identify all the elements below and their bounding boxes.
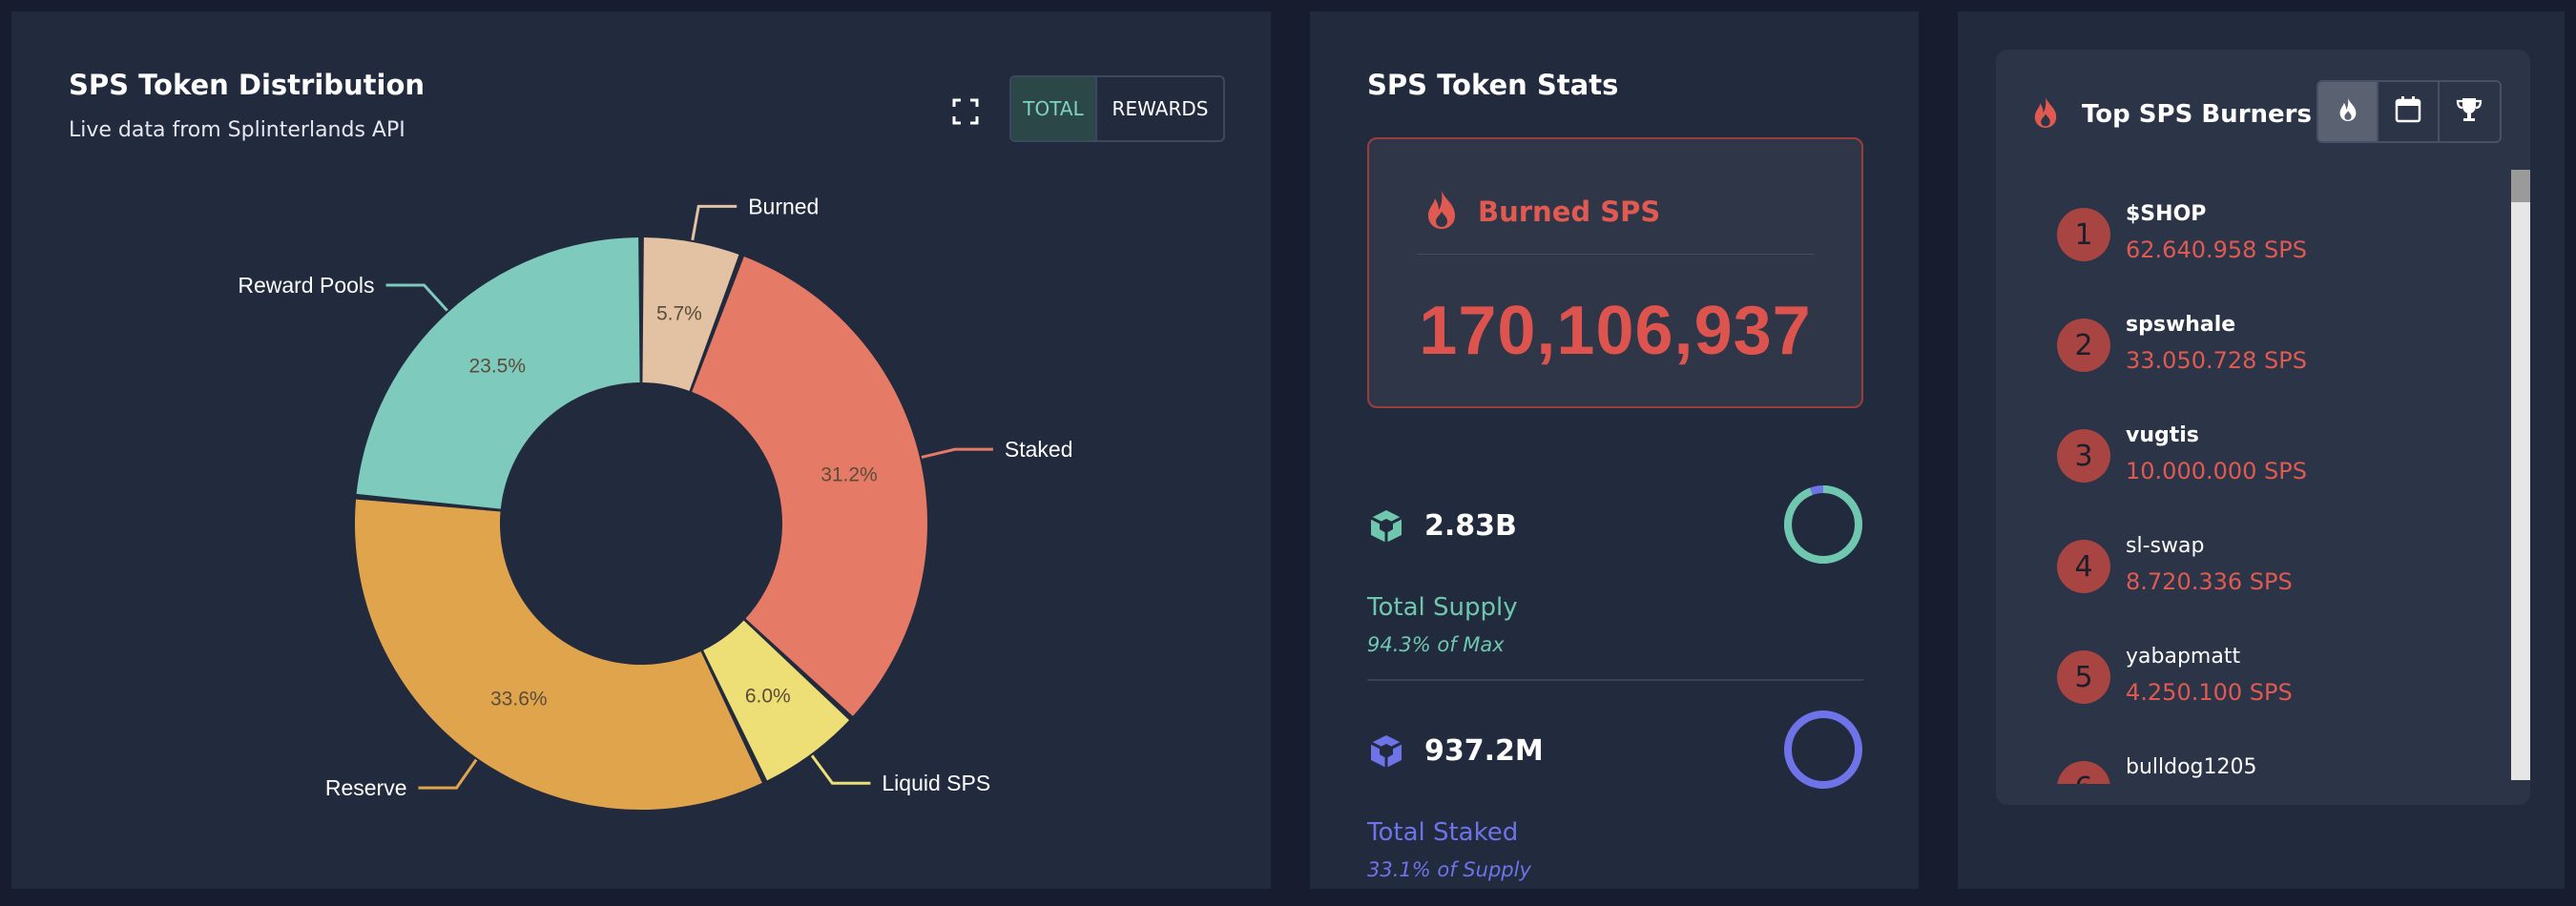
toggle-total-button[interactable]: TOTAL <box>1011 77 1097 140</box>
donut-category-label: Reward Pools <box>238 273 374 298</box>
burner-rank-badge: 1 <box>2057 208 2110 261</box>
donut-callout-line <box>810 754 871 785</box>
distribution-subtitle: Live data from Splinterlands API <box>69 118 405 142</box>
burner-rank-badge: 5 <box>2057 650 2110 704</box>
burners-scrollbar[interactable] <box>2511 170 2530 780</box>
burner-name: spswhale <box>2126 313 2236 337</box>
burned-card-divider <box>1417 254 1814 255</box>
total-supply-label: Total Supply <box>1367 593 1518 622</box>
stats-divider <box>1367 679 1863 681</box>
burner-amount: 10.000.000 SPS <box>2126 458 2307 484</box>
tab-calendar[interactable] <box>2379 82 2440 141</box>
total-staked-label: Total Staked <box>1367 818 1519 847</box>
toggle-rewards-button[interactable]: REWARDS <box>1111 97 1209 120</box>
donut-category-label: Reserve <box>325 775 407 800</box>
burner-name: vugtis <box>2126 423 2199 447</box>
cube-icon <box>1367 732 1405 771</box>
trophy-icon <box>2455 95 2483 128</box>
top-burners-title: Top SPS Burners <box>2082 100 2312 129</box>
burner-name: bulldog1205 <box>2126 755 2257 779</box>
burner-amount: 62.640.958 SPS <box>2126 237 2307 263</box>
burner-list-item[interactable]: 1 $SHOP 62.640.958 SPS <box>2057 202 2458 278</box>
burner-list-item[interactable]: 2 spswhale 33.050.728 SPS <box>2057 313 2458 389</box>
donut-callout-line <box>385 283 448 312</box>
burners-panel: Top SPS Burners <box>1958 11 2565 889</box>
donut-callout-line <box>691 204 737 241</box>
burner-name: sl-swap <box>2126 534 2205 558</box>
burner-rank-badge: 6 <box>2057 761 2110 784</box>
burned-sps-card: Burned SPS 170,106,937 <box>1367 137 1863 408</box>
total-staked-progress-ring <box>1784 710 1862 789</box>
burners-tab-group <box>2316 80 2502 143</box>
burner-amount: 33.050.728 SPS <box>2126 347 2307 374</box>
stats-panel: SPS Token Stats Burned SPS 170,106,937 2… <box>1310 11 1919 889</box>
burner-rank-badge: 2 <box>2057 319 2110 372</box>
top-burners-card: Top SPS Burners <box>1996 50 2530 805</box>
donut-slice-liquid-sps[interactable] <box>703 620 850 781</box>
donut-callout-line <box>921 447 993 459</box>
donut-value-label: 6.0% <box>745 685 791 707</box>
donut-value-label: 33.6% <box>490 689 548 710</box>
flame-icon <box>1423 189 1461 235</box>
cube-icon <box>1367 507 1405 546</box>
donut-category-label: Liquid SPS <box>882 771 990 795</box>
donut-slice-reserve[interactable] <box>354 499 762 810</box>
total-supply-value: 2.83B <box>1424 509 1517 543</box>
burner-list-item[interactable]: 3 vugtis 10.000.000 SPS <box>2057 423 2458 500</box>
burner-amount: 8.720.336 SPS <box>2126 568 2293 595</box>
distribution-panel: SPS Token Distribution Live data from Sp… <box>11 11 1271 889</box>
burner-rank-badge: 3 <box>2057 429 2110 483</box>
burner-list-item[interactable]: 6 bulldog1205 <box>2057 755 2458 784</box>
donut-value-label: 23.5% <box>468 355 526 377</box>
burned-sps-value: 170,106,937 <box>1419 293 1812 369</box>
distribution-title: SPS Token Distribution <box>69 69 426 101</box>
stats-title: SPS Token Stats <box>1367 69 1619 101</box>
donut-value-label: 31.2% <box>821 463 878 485</box>
total-supply-progress-ring <box>1784 485 1862 564</box>
donut-value-label: 5.7% <box>656 303 702 325</box>
burner-amount: 4.250.100 SPS <box>2126 679 2293 706</box>
expand-icon[interactable] <box>951 97 980 126</box>
donut-slice-staked[interactable] <box>692 257 927 716</box>
burner-rank-badge: 4 <box>2057 540 2110 593</box>
burner-list-item[interactable]: 5 yabapmatt 4.250.100 SPS <box>2057 645 2458 721</box>
donut-callout-line <box>418 758 478 790</box>
scrollbar-thumb[interactable] <box>2511 170 2530 202</box>
distribution-donut-chart: 5.7% Burned 31.2% Staked 6.0% Liquid SPS 33.6%… <box>238 194 1073 810</box>
burner-list-item[interactable]: 4 sl-swap 8.720.336 SPS <box>2057 534 2458 610</box>
total-staked-sub: 33.1% of Supply <box>1367 858 1531 881</box>
burner-name: $SHOP <box>2126 202 2207 226</box>
flame-icon <box>2030 95 2061 134</box>
distribution-toggle: TOTAL REWARDS <box>1009 75 1225 142</box>
calendar-icon <box>2394 95 2422 128</box>
donut-slice-reward-pools[interactable] <box>356 237 640 509</box>
donut-category-label: Staked <box>1005 437 1073 462</box>
total-staked-value: 937.2M <box>1424 734 1544 768</box>
tab-all-time[interactable] <box>2318 82 2379 141</box>
burner-name: yabapmatt <box>2126 645 2241 669</box>
donut-category-label: Burned <box>748 194 819 218</box>
total-supply-sub: 94.3% of Max <box>1367 633 1505 656</box>
burned-sps-label: Burned SPS <box>1478 196 1661 228</box>
donut-slice-burned[interactable] <box>642 237 739 391</box>
flame-icon <box>2337 96 2359 127</box>
tab-trophy[interactable] <box>2440 82 2500 141</box>
burners-list: 1 $SHOP 62.640.958 SPS 2 spswhale 33.050.728 … <box>1996 174 2483 784</box>
